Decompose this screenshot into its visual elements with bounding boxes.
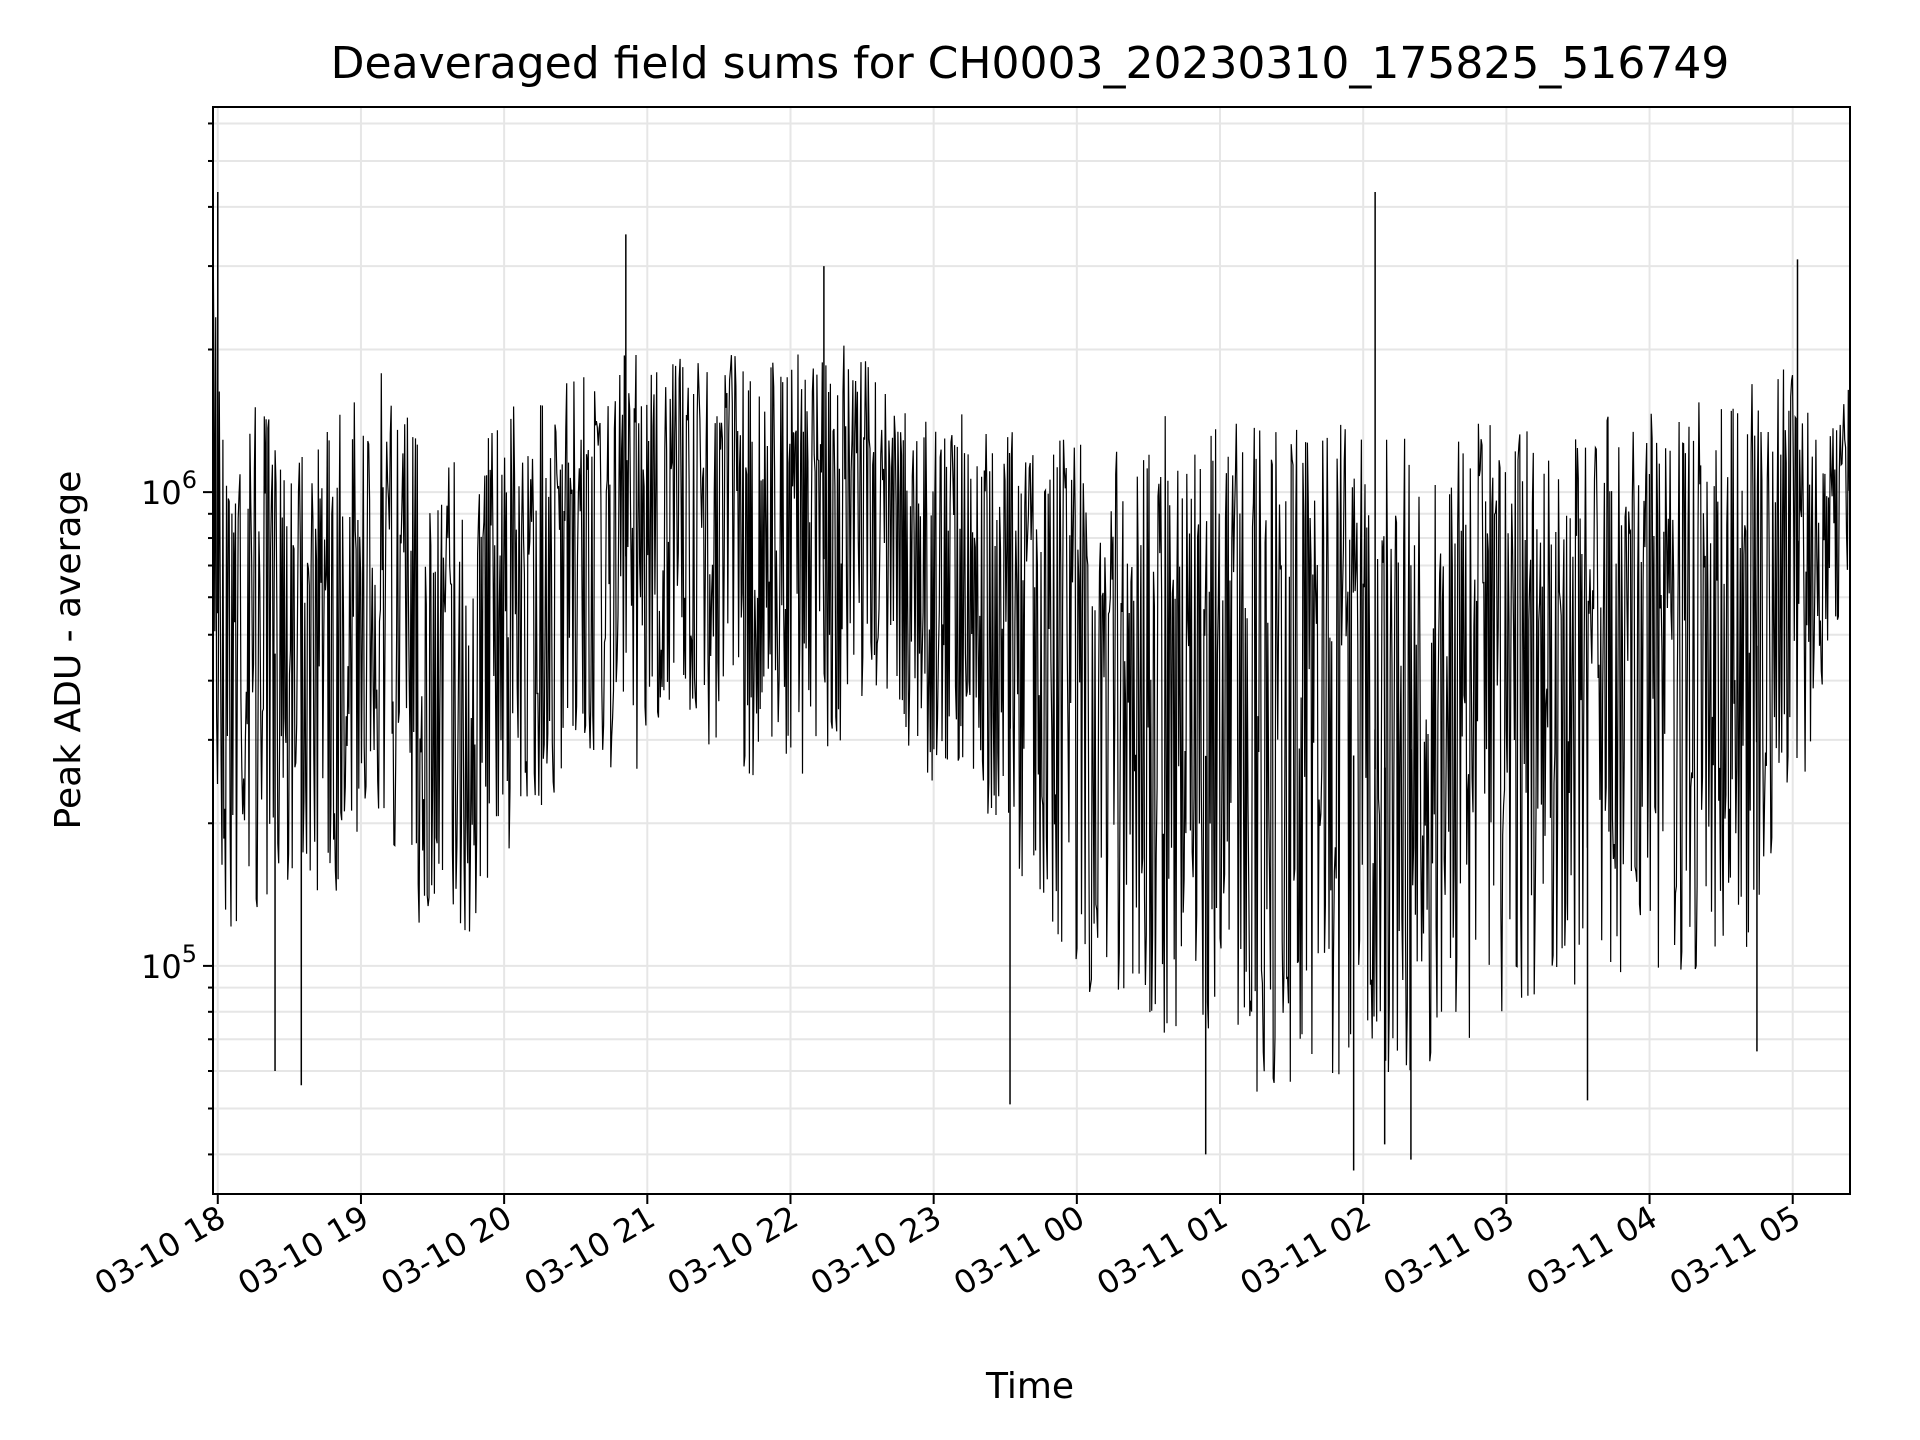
plot-frame [212,106,1851,1195]
data-line [212,209,1850,1092]
y-tick-label: 105 [141,940,197,986]
x-axis-label: Time [985,1366,1074,1407]
plot-area [212,192,1850,1171]
y-axis-label: Peak ADU - average [48,471,89,830]
chart-title: Deaveraged field sums for CH0003_2023031… [331,38,1730,89]
y-axis: 105 106 [141,122,213,1156]
y-tick-label: 106 [141,466,197,512]
